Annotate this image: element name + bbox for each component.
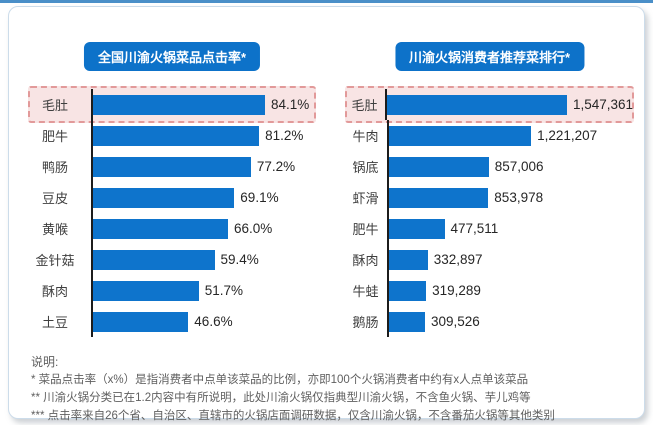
bar [389,311,425,332]
bar [389,280,427,301]
footnote-line: *** 点击率来自26个省、自治区、直辖市的火锅店面调研数据，仅含川渝火锅，不含… [31,410,555,422]
category-label: 肥牛 [352,222,379,237]
bar [93,311,189,332]
category-label: 毛肚 [351,98,378,113]
bar-track: 77.2% [91,151,315,182]
chart-row: 黄喉 66.0% [29,213,315,244]
bar [93,187,235,208]
chart-row: 牛蛙 319,289 [346,275,633,306]
category-label: 鹅肠 [352,315,379,330]
chart-row: 豆皮 69.1% [29,182,315,213]
bar-track: 66.0% [91,213,315,244]
bar [93,280,199,301]
bar [389,125,532,146]
top-accent-line [0,0,653,3]
chart-row: 土豆 46.6% [29,306,315,337]
chart-title: 全国川渝火锅菜品点击率* [97,50,247,65]
chart-click-rate: 全国川渝火锅菜品点击率* 毛肚 84.1% 肥牛 81.2% 鸭肠 77.2% 豆皮 69.1… [28,7,316,352]
chart-row: 毛肚 84.1% [28,86,316,123]
value-label: 319,289 [432,283,481,298]
chart-row: 酥肉 332,897 [346,244,633,275]
bar-track: 84.1% [91,89,315,120]
value-label: 309,526 [431,314,480,329]
chart-rows: 毛肚 84.1% 肥牛 81.2% 鸭肠 77.2% 豆皮 69.1% 黄喉 66.0% 金针菇 59… [28,86,316,337]
category-label: 豆皮 [41,191,68,206]
bar [389,187,489,208]
value-label: 69.1% [240,190,279,205]
chart-title-badge: 川渝火锅消费者推荐菜排行* [394,42,585,71]
value-label: 332,897 [433,252,483,267]
bar [389,156,489,177]
bar [93,125,260,146]
chart-row: 锅底 857,006 [346,151,633,182]
bar [93,156,251,177]
category-label: 肥牛 [41,129,68,144]
category-label: 牛蛙 [352,284,379,299]
value-label: 77.2% [256,159,296,174]
value-label: 477,511 [450,221,499,236]
chart-row: 酥肉 51.7% [29,275,315,306]
chart-row: 虾滑 853,978 [346,182,633,213]
bar-track: 309,526 [387,306,633,337]
category-label: 黄喉 [41,222,68,237]
bar-track: 1,547,361 [384,89,633,120]
bar [93,249,215,270]
bar-track: 59.4% [91,244,315,275]
bar-track: 857,006 [387,151,633,182]
footnote-line: ** 川渝火锅分类已在1.2内容中有所说明，此处川渝火锅仅指典型川渝火锅，不含鱼… [31,392,531,404]
value-label: 51.7% [204,283,243,298]
category-label: 酥肉 [41,284,68,299]
chart-row: 鹅肠 309,526 [346,306,633,337]
category-label: 酥肉 [352,253,379,268]
chart-row: 肥牛 81.2% [29,120,315,151]
footnotes-heading: 说明: [31,355,59,369]
category-label: 毛肚 [41,98,68,113]
category-label: 鸭肠 [41,160,68,175]
footnotes: 说明: * 菜品点击率（x%）是指消费者中点单该菜品的比例，亦即100个火锅消费… [31,353,555,425]
bar-track: 46.6% [91,306,315,337]
category-label: 金针菇 [35,253,75,268]
chart-row: 肥牛 477,511 [346,213,633,244]
chart-row: 毛肚 1,547,361 [345,86,634,123]
bar-track: 51.7% [91,275,315,306]
value-label: 59.4% [220,252,259,267]
value-label: 1,547,361 [572,97,633,112]
value-label: 66.0% [234,221,273,236]
category-label: 牛肉 [352,129,379,144]
chart-title: 川渝火锅消费者推荐菜排行* [408,50,571,65]
chart-row: 金针菇 59.4% [29,244,315,275]
category-label: 土豆 [41,315,68,330]
bar-track: 1,221,207 [387,120,633,151]
bar-track: 477,511 [387,213,633,244]
bar-track: 853,978 [387,182,633,213]
chart-recommend-ranking: 川渝火锅消费者推荐菜排行* 毛肚 1,547,361 牛肉 1,221,207 锅底 85… [345,7,634,352]
value-label: 857,006 [494,159,544,174]
chart-card: 全国川渝火锅菜品点击率* 毛肚 84.1% 肥牛 81.2% 鸭肠 77.2% 豆皮 69.1… [8,6,645,422]
footnote-line: * 菜品点击率（x%）是指消费者中点单该菜品的比例，亦即100个火锅消费者中约有… [31,374,529,386]
bar [93,218,228,239]
value-label: 81.2% [265,128,304,143]
chart-rows: 毛肚 1,547,361 牛肉 1,221,207 锅底 857,006 虾滑 853,978… [345,86,634,337]
bar-track: 69.1% [91,182,315,213]
chart-row: 鸭肠 77.2% [29,151,315,182]
value-label: 1,221,207 [537,128,598,143]
value-label: 84.1% [271,97,310,112]
bar [386,94,567,115]
bar [93,94,265,115]
bar [389,218,445,239]
chart-title-badge: 全国川渝火锅菜品点击率* [83,42,261,71]
value-label: 46.6% [194,314,233,329]
bar-track: 319,289 [387,275,633,306]
bar [389,249,428,270]
bar-track: 81.2% [91,120,315,151]
category-label: 虾滑 [352,191,379,206]
bar-track: 332,897 [387,244,633,275]
chart-row: 牛肉 1,221,207 [346,120,633,151]
value-label: 853,978 [494,190,544,205]
category-label: 锅底 [352,160,379,175]
